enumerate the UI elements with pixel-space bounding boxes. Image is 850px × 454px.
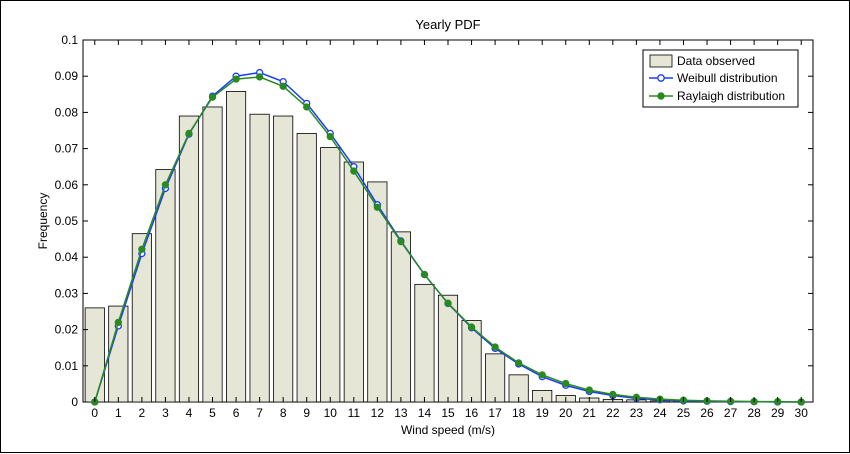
x-tick-label: 2 [139, 406, 146, 420]
x-tick-label: 9 [303, 406, 310, 420]
x-tick-label: 28 [747, 406, 761, 420]
rayleigh-point [469, 324, 475, 330]
data-bar [85, 308, 104, 402]
legend-bar-swatch [650, 55, 672, 67]
x-tick-label: 12 [371, 406, 385, 420]
data-bar [132, 234, 151, 402]
rayleigh-point [257, 74, 263, 80]
x-tick-label: 0 [91, 406, 98, 420]
y-tick-label: 0.02 [55, 323, 79, 337]
x-tick-label: 26 [700, 406, 714, 420]
legend-label-data-observed: Data observed [677, 54, 755, 68]
y-tick-label: 0.08 [55, 105, 79, 119]
x-tick-label: 24 [653, 406, 667, 420]
y-tick-label: 0.07 [55, 142, 79, 156]
x-tick-label: 30 [795, 406, 809, 420]
y-axis-title: Frequency [36, 193, 50, 250]
data-bar [344, 162, 363, 402]
x-tick-label: 4 [186, 406, 193, 420]
x-tick-label: 14 [418, 406, 432, 420]
rayleigh-point [610, 391, 616, 397]
rayleigh-point [445, 300, 451, 306]
data-bar [250, 114, 269, 402]
x-tick-label: 19 [536, 406, 550, 420]
rayleigh-point [351, 168, 357, 174]
x-tick-label: 25 [677, 406, 691, 420]
x-tick-label: 13 [394, 406, 408, 420]
y-tick-label: 0.04 [55, 250, 79, 264]
x-tick-label: 11 [348, 406, 361, 420]
x-tick-label: 5 [209, 406, 216, 420]
data-bar [485, 354, 504, 402]
rayleigh-point [398, 239, 404, 245]
rayleigh-point [280, 83, 286, 89]
x-tick-label: 18 [512, 406, 526, 420]
x-tick-label: 21 [583, 406, 597, 420]
x-tick-label: 6 [233, 406, 240, 420]
rayleigh-point [327, 134, 333, 140]
rayleigh-point [421, 272, 427, 278]
x-tick-label: 23 [630, 406, 644, 420]
rayleigh-point [492, 344, 498, 350]
x-tick-label: 3 [162, 406, 169, 420]
data-bar [274, 116, 293, 402]
y-tick-label: 0 [71, 395, 78, 409]
data-bar [203, 107, 222, 402]
data-bar [179, 116, 198, 402]
legend-rayleigh-marker [658, 93, 664, 99]
x-tick-label: 27 [724, 406, 738, 420]
rayleigh-point [139, 246, 145, 252]
y-tick-label: 0.1 [61, 33, 78, 47]
x-tick-label: 8 [280, 406, 287, 420]
y-tick-label: 0.06 [55, 178, 79, 192]
rayleigh-point [162, 182, 168, 188]
x-tick-label: 7 [256, 406, 263, 420]
rayleigh-point [304, 104, 310, 110]
y-tick-label: 0.05 [55, 214, 79, 228]
x-tick-label: 16 [465, 406, 479, 420]
x-tick-label: 1 [115, 406, 122, 420]
x-tick-label: 17 [488, 406, 502, 420]
data-bar [297, 133, 316, 402]
rayleigh-point [516, 360, 522, 366]
legend-label-weibull: Weibull distribution [677, 71, 778, 85]
data-bar [391, 232, 410, 402]
rayleigh-point [233, 76, 239, 82]
data-bar [415, 284, 434, 402]
rayleigh-point [115, 319, 121, 325]
x-tick-label: 10 [324, 406, 338, 420]
legend-weibull-marker [658, 75, 664, 81]
x-axis-title: Wind speed (m/s) [401, 423, 495, 437]
y-tick-label: 0.09 [55, 69, 79, 83]
data-bar [321, 148, 340, 402]
legend: Data observed Weibull distribution Rayla… [643, 50, 798, 107]
chart-title: Yearly PDF [415, 17, 480, 32]
rayleigh-point [586, 387, 592, 393]
y-tick-label: 0.03 [55, 286, 79, 300]
x-tick-label: 15 [441, 406, 455, 420]
x-tick-label: 22 [606, 406, 620, 420]
rayleigh-point [539, 372, 545, 378]
legend-label-rayleigh: Raylaigh distribution [677, 89, 785, 103]
rayleigh-point [374, 204, 380, 210]
rayleigh-point [186, 130, 192, 136]
x-tick-label: 29 [771, 406, 785, 420]
data-bar [226, 91, 245, 402]
x-tick-label: 20 [559, 406, 573, 420]
rayleigh-point [563, 381, 569, 387]
rayleigh-point [210, 94, 216, 100]
y-tick-label: 0.01 [55, 359, 79, 373]
